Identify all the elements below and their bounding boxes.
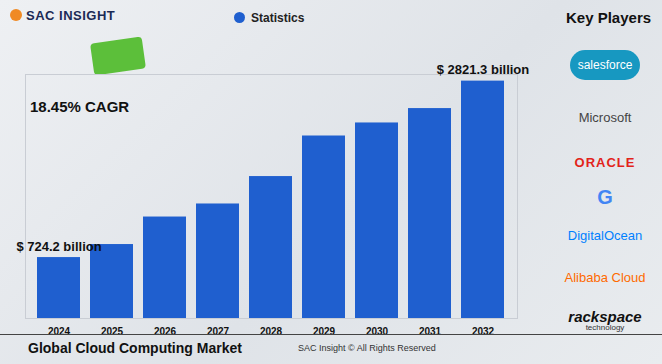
svg-text:2029: 2029 [312, 325, 336, 337]
svg-text:2025: 2025 [100, 325, 124, 337]
html-text:SAC INSIGHT: SAC INSIGHT [26, 8, 116, 23]
svg-text:2032: 2032 [471, 325, 495, 337]
svg-text:2028: 2028 [259, 325, 283, 337]
svg-text:2031: 2031 [418, 325, 442, 337]
svg-text:2024: 2024 [47, 325, 71, 337]
html-text:SAC Insight © All Rights Reser: SAC Insight © All Rights Reserved [298, 343, 436, 353]
svg-text:2030: 2030 [365, 325, 389, 337]
svg-text:$ 724.2 billion: $ 724.2 billion [16, 239, 101, 254]
html-text:18.45% CAGR: 18.45% CAGR [30, 98, 130, 115]
html-text:technology: technology [585, 323, 625, 332]
html-text:DigitalOcean: DigitalOcean [567, 228, 643, 243]
svg-text:2027: 2027 [206, 325, 230, 337]
svg-text:2026: 2026 [153, 325, 177, 337]
html-text:salesforce: salesforce [577, 58, 633, 72]
html-text:Statistics: Statistics [251, 11, 305, 25]
html-text:G: G [597, 186, 613, 208]
html-text:Microsoft: Microsoft [578, 110, 632, 125]
html-text:ORACLE: ORACLE [574, 155, 636, 170]
svg-text:$ 2821.3 billion: $ 2821.3 billion [437, 62, 530, 77]
html-text:Key Players: Key Players [566, 9, 652, 26]
html-text:Alibaba Cloud: Alibaba Cloud [564, 270, 646, 285]
html-text:rackspace: rackspace [568, 308, 642, 325]
html-text:Global Cloud Computing Market: Global Cloud Computing Market [28, 340, 242, 356]
